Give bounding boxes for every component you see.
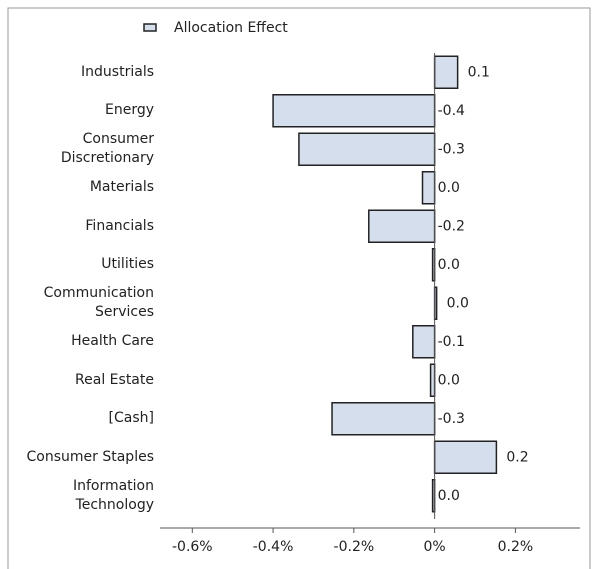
legend-label: Allocation Effect xyxy=(174,20,288,36)
x-tick-label: 0.2% xyxy=(498,539,534,555)
x-tick-label: 0% xyxy=(424,539,446,555)
y-tick-label: Consumer Discretionary xyxy=(60,131,154,167)
value-label: 0.0 xyxy=(438,488,460,504)
y-tick-label: Information Technology xyxy=(72,477,154,513)
value-label: -0.3 xyxy=(438,411,465,427)
value-label: 0.0 xyxy=(438,257,460,273)
bar xyxy=(272,94,436,128)
value-label: 0.2 xyxy=(506,449,528,465)
bar xyxy=(421,171,436,205)
value-label: 0.0 xyxy=(438,180,460,196)
y-tick-label: Real Estate xyxy=(75,371,154,388)
bar xyxy=(433,440,498,474)
y-tick-label: Consumer Staples xyxy=(26,448,154,465)
y-tick-label: [Cash] xyxy=(108,410,154,427)
value-label: 0.1 xyxy=(468,64,490,80)
bar xyxy=(331,402,436,436)
x-tick-label: -0.4% xyxy=(253,539,294,555)
bar xyxy=(298,132,436,166)
value-label: 0.0 xyxy=(447,295,469,311)
y-tick-label: Materials xyxy=(89,179,154,196)
y-tick-label: Industrials xyxy=(81,63,154,80)
value-label: -0.1 xyxy=(438,334,465,350)
value-label: -0.4 xyxy=(438,103,465,119)
y-tick-label: Health Care xyxy=(71,333,154,350)
bar xyxy=(433,55,459,89)
legend-swatch xyxy=(143,23,157,32)
frame xyxy=(7,7,591,569)
value-label: -0.3 xyxy=(438,141,465,157)
y-tick-label: Financials xyxy=(85,217,154,234)
value-label: -0.2 xyxy=(438,218,465,234)
bar xyxy=(429,363,436,397)
x-tick-label: -0.6% xyxy=(172,539,213,555)
bar xyxy=(368,209,436,243)
y-tick-label: Communication Services xyxy=(43,285,154,321)
bar xyxy=(412,325,436,359)
x-tick-label: -0.2% xyxy=(334,539,375,555)
y-tick-label: Utilities xyxy=(101,256,154,273)
value-label: 0.0 xyxy=(438,372,460,388)
y-tick-label: Energy xyxy=(104,102,154,119)
